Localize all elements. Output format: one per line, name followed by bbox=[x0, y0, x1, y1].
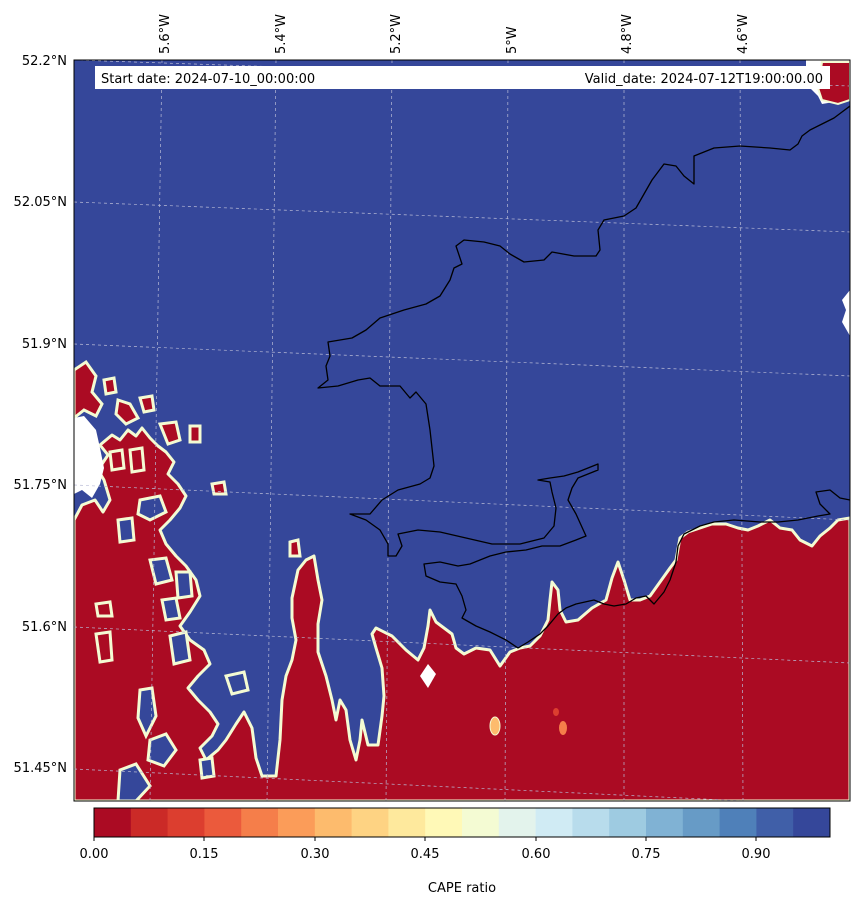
colorbar-cell bbox=[314, 808, 353, 837]
colorbar-cell bbox=[682, 808, 721, 837]
hole-9 bbox=[116, 762, 152, 801]
colorbar bbox=[94, 808, 831, 837]
colorbar-cell bbox=[609, 808, 647, 837]
coastline bbox=[317, 105, 850, 649]
valid-date-text: Valid_date: 2024-07-12T19:00:00.00 bbox=[585, 72, 823, 87]
lat-label-51-75n: 51.75°N bbox=[14, 478, 67, 493]
lon-label-5w: 5°W bbox=[505, 26, 520, 54]
hole-10 bbox=[224, 670, 250, 696]
hole-6 bbox=[168, 630, 192, 666]
hole-5 bbox=[160, 596, 182, 622]
patch-w-3 bbox=[108, 448, 126, 472]
colorbar-cell bbox=[719, 808, 757, 837]
patch-w-7 bbox=[94, 630, 114, 664]
colorbar-ticks bbox=[93, 837, 757, 841]
patch-nw-3 bbox=[114, 398, 141, 426]
cb-label-0: 0.00 bbox=[80, 847, 109, 862]
colorbar-cell bbox=[756, 808, 794, 837]
colorbar-cell bbox=[94, 808, 132, 837]
missing-area-west bbox=[74, 416, 104, 498]
hole-1 bbox=[116, 516, 136, 544]
colorbar-cell bbox=[462, 808, 500, 837]
colorbar-cell bbox=[204, 808, 242, 837]
colorbar-cell bbox=[425, 808, 463, 837]
colorbar-cell bbox=[498, 808, 537, 837]
cb-label-2: 0.30 bbox=[301, 847, 330, 862]
hole-4 bbox=[174, 570, 194, 600]
colorbar-title: CAPE ratio bbox=[428, 881, 496, 896]
start-date-text: Start date: 2024-07-10_00:00:00 bbox=[101, 72, 315, 87]
map-frame bbox=[73, 59, 851, 802]
patch-nw-4 bbox=[138, 394, 156, 414]
patch-w-4 bbox=[128, 446, 146, 474]
colorbar-cell bbox=[130, 808, 169, 837]
lat-label-52-05n: 52.05°N bbox=[14, 195, 67, 210]
hole-8 bbox=[146, 732, 178, 768]
patch-w-2 bbox=[188, 424, 202, 444]
colorbar-cell bbox=[535, 808, 573, 837]
latitude-labels: 52.2°N 52.05°N 51.9°N 51.75°N 51.6°N 51.… bbox=[14, 54, 67, 776]
patch-nw-2 bbox=[102, 376, 118, 396]
patch-w-5 bbox=[288, 538, 302, 558]
cb-label-5: 0.75 bbox=[632, 847, 661, 862]
cb-label-4: 0.60 bbox=[522, 847, 551, 862]
missing-area-coast bbox=[420, 664, 436, 688]
lon-label-5-6w: 5.6°W bbox=[158, 14, 173, 54]
hole-3 bbox=[148, 556, 174, 586]
spot-1 bbox=[489, 716, 501, 736]
patch-nw-1 bbox=[74, 359, 104, 420]
lat-label-52-2n: 52.2°N bbox=[22, 54, 67, 69]
info-bar bbox=[95, 66, 830, 89]
colorbar-cell bbox=[793, 808, 831, 837]
cb-label-1: 0.15 bbox=[190, 847, 219, 862]
colorbar-cell bbox=[351, 808, 389, 837]
lon-label-5-2w: 5.2°W bbox=[389, 14, 404, 54]
patch-w-1 bbox=[157, 420, 182, 446]
spot-2 bbox=[559, 721, 567, 735]
colorbar-cell bbox=[388, 808, 426, 837]
lat-label-51-6n: 51.6°N bbox=[22, 620, 67, 635]
colorbar-cell bbox=[167, 808, 205, 837]
colorbar-frame bbox=[93, 807, 831, 838]
colorbar-cell bbox=[278, 808, 316, 837]
patch-w-6 bbox=[94, 600, 114, 618]
high-ratio-holes bbox=[116, 494, 250, 801]
hole-2 bbox=[136, 494, 168, 522]
patch-w-8 bbox=[210, 480, 228, 496]
missing-area-east bbox=[842, 290, 850, 336]
cb-label-6: 0.90 bbox=[742, 847, 771, 862]
lat-label-51-45n: 51.45°N bbox=[14, 761, 67, 776]
colorbar-cell bbox=[241, 808, 279, 837]
longitude-labels: 5.6°W 5.4°W 5.2°W 5°W 4.8°W 4.6°W bbox=[158, 14, 751, 54]
colorbar-tick-labels: 0.00 0.15 0.30 0.45 0.60 0.75 0.90 bbox=[80, 847, 771, 862]
lon-label-5-4w: 5.4°W bbox=[274, 14, 289, 54]
map-plot-area bbox=[74, 60, 850, 801]
scattered-low-ratio-patches bbox=[74, 359, 302, 664]
colorbar-cell bbox=[646, 808, 684, 837]
colorbar-cell bbox=[572, 808, 610, 837]
spot-3 bbox=[553, 708, 559, 716]
lat-label-51-9n: 51.9°N bbox=[22, 337, 67, 352]
lon-label-4-8w: 4.8°W bbox=[620, 14, 635, 54]
low-ratio-region bbox=[74, 426, 850, 801]
cb-label-3: 0.45 bbox=[411, 847, 440, 862]
lon-label-4-6w: 4.6°W bbox=[736, 14, 751, 54]
